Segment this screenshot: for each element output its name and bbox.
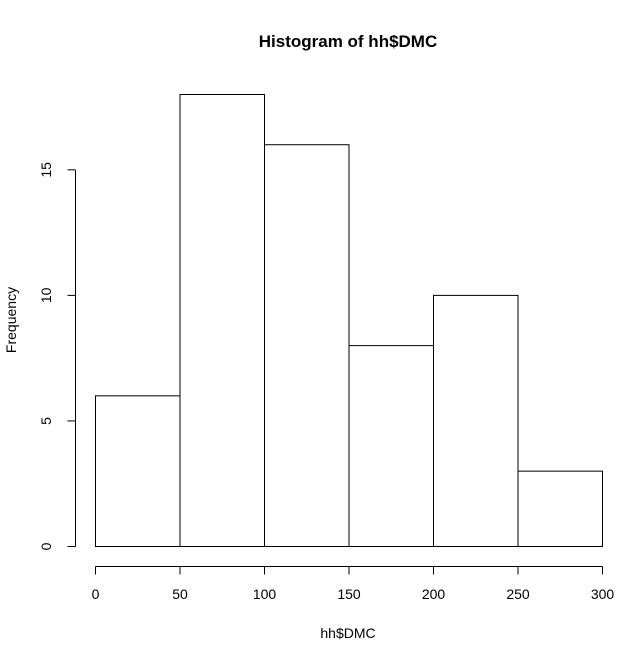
x-axis-label: hh$DMC <box>320 625 375 641</box>
y-tick-label: 10 <box>38 287 54 303</box>
x-tick-label: 0 <box>92 586 100 602</box>
histogram-bars <box>95 94 603 548</box>
histogram-bar-100-150 <box>264 144 350 547</box>
histogram-bar-50-100 <box>179 94 265 547</box>
y-tick-label: 5 <box>38 417 54 425</box>
y-axis: 0 5 10 15 <box>38 162 76 550</box>
x-tick-label: 150 <box>337 586 361 602</box>
histogram-bar-200-250 <box>433 294 519 547</box>
x-tick-label: 100 <box>253 586 277 602</box>
histogram-bar-250-300 <box>517 470 603 547</box>
chart-title: Histogram of hh$DMC <box>259 32 438 51</box>
y-tick-label: 0 <box>38 542 54 550</box>
x-axis: 0 50 100 150 200 250 300 <box>92 566 615 602</box>
y-tick-label: 15 <box>38 162 54 178</box>
histogram-bar-150-200 <box>348 345 434 547</box>
x-tick-label: 200 <box>422 586 446 602</box>
x-tick-label: 50 <box>172 586 188 602</box>
x-tick-label: 300 <box>591 586 615 602</box>
y-axis-label: Frequency <box>3 287 19 353</box>
x-tick-label: 250 <box>506 586 530 602</box>
histogram-bar-0-50 <box>95 395 181 548</box>
